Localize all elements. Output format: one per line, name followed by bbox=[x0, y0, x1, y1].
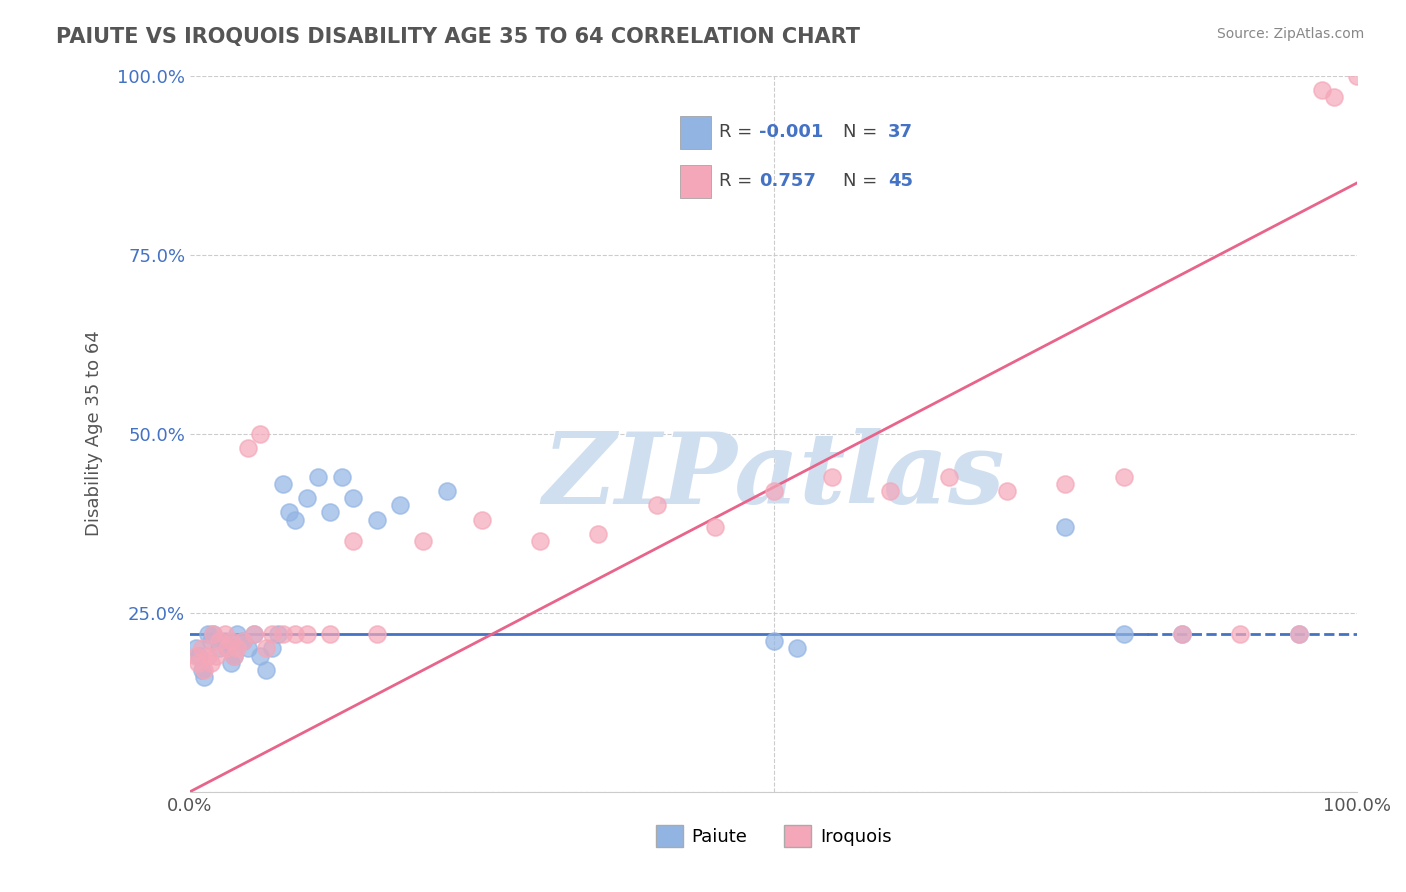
Point bbox=[786, 641, 808, 656]
Point bbox=[232, 634, 254, 648]
Point bbox=[184, 641, 207, 656]
Point bbox=[249, 648, 271, 663]
Point bbox=[1229, 627, 1251, 641]
Text: R =: R = bbox=[720, 172, 758, 190]
Point bbox=[529, 534, 551, 549]
Point bbox=[217, 641, 239, 656]
Point bbox=[366, 512, 388, 526]
Point bbox=[202, 627, 225, 641]
Point bbox=[238, 441, 260, 455]
Point bbox=[588, 527, 610, 541]
Point bbox=[208, 641, 231, 656]
Point bbox=[366, 627, 388, 641]
Point bbox=[204, 648, 226, 663]
Point bbox=[200, 634, 222, 648]
Point bbox=[879, 483, 901, 498]
Point bbox=[1310, 83, 1333, 97]
Y-axis label: Disability Age 35 to 64: Disability Age 35 to 64 bbox=[86, 331, 103, 536]
Point bbox=[197, 627, 219, 641]
Point bbox=[342, 491, 364, 505]
Point bbox=[284, 512, 307, 526]
Point bbox=[330, 469, 353, 483]
Point bbox=[190, 641, 212, 656]
Point bbox=[254, 641, 277, 656]
Point bbox=[214, 627, 236, 641]
Point bbox=[224, 648, 246, 663]
Point bbox=[260, 641, 283, 656]
Point bbox=[193, 670, 215, 684]
Point bbox=[219, 656, 242, 670]
Point bbox=[704, 519, 727, 533]
Point bbox=[1288, 627, 1310, 641]
Point bbox=[190, 663, 212, 677]
Point bbox=[1323, 90, 1346, 104]
Point bbox=[645, 498, 668, 512]
FancyBboxPatch shape bbox=[681, 165, 711, 198]
Text: PAIUTE VS IROQUOIS DISABILITY AGE 35 TO 64 CORRELATION CHART: PAIUTE VS IROQUOIS DISABILITY AGE 35 TO … bbox=[56, 27, 860, 46]
Point bbox=[219, 634, 242, 648]
Point bbox=[821, 469, 844, 483]
Point bbox=[193, 663, 215, 677]
Point bbox=[202, 627, 225, 641]
Point bbox=[224, 648, 246, 663]
Point bbox=[412, 534, 434, 549]
Point bbox=[266, 627, 288, 641]
Point bbox=[319, 627, 342, 641]
Point bbox=[307, 469, 329, 483]
Point bbox=[1346, 69, 1368, 83]
Text: R =: R = bbox=[720, 123, 758, 141]
Point bbox=[249, 426, 271, 441]
Point bbox=[238, 641, 260, 656]
Point bbox=[254, 663, 277, 677]
Point bbox=[217, 641, 239, 656]
Point bbox=[284, 627, 307, 641]
Point bbox=[184, 648, 207, 663]
Point bbox=[1171, 627, 1194, 641]
Point bbox=[225, 627, 247, 641]
Point bbox=[273, 627, 295, 641]
Point bbox=[389, 498, 412, 512]
Text: N =: N = bbox=[844, 172, 883, 190]
Point bbox=[200, 656, 222, 670]
Point bbox=[278, 505, 301, 519]
Point bbox=[295, 491, 318, 505]
Point bbox=[295, 627, 318, 641]
Point bbox=[995, 483, 1018, 498]
Point bbox=[197, 648, 219, 663]
Text: 0.757: 0.757 bbox=[759, 172, 815, 190]
Point bbox=[243, 627, 266, 641]
Point bbox=[187, 656, 209, 670]
Point bbox=[1054, 476, 1077, 491]
Point bbox=[1112, 627, 1135, 641]
Text: N =: N = bbox=[844, 123, 883, 141]
Point bbox=[436, 483, 458, 498]
Text: Source: ZipAtlas.com: Source: ZipAtlas.com bbox=[1216, 27, 1364, 41]
Point bbox=[1112, 469, 1135, 483]
Point bbox=[1288, 627, 1310, 641]
Point bbox=[188, 648, 211, 663]
Point bbox=[225, 641, 247, 656]
Point bbox=[762, 634, 785, 648]
Point bbox=[1054, 519, 1077, 533]
Legend: Paiute, Iroquois: Paiute, Iroquois bbox=[648, 818, 898, 855]
Text: -0.001: -0.001 bbox=[759, 123, 823, 141]
Point bbox=[471, 512, 494, 526]
Point bbox=[208, 634, 231, 648]
Point bbox=[319, 505, 342, 519]
Point bbox=[938, 469, 960, 483]
Point bbox=[214, 634, 236, 648]
Text: ZIPatlas: ZIPatlas bbox=[543, 428, 1005, 524]
Point bbox=[260, 627, 283, 641]
Point bbox=[342, 534, 364, 549]
Text: 37: 37 bbox=[889, 123, 912, 141]
Point bbox=[273, 476, 295, 491]
Point bbox=[1171, 627, 1194, 641]
Point bbox=[243, 627, 266, 641]
FancyBboxPatch shape bbox=[681, 116, 711, 148]
Text: 45: 45 bbox=[889, 172, 912, 190]
Point bbox=[232, 634, 254, 648]
Point bbox=[762, 483, 785, 498]
